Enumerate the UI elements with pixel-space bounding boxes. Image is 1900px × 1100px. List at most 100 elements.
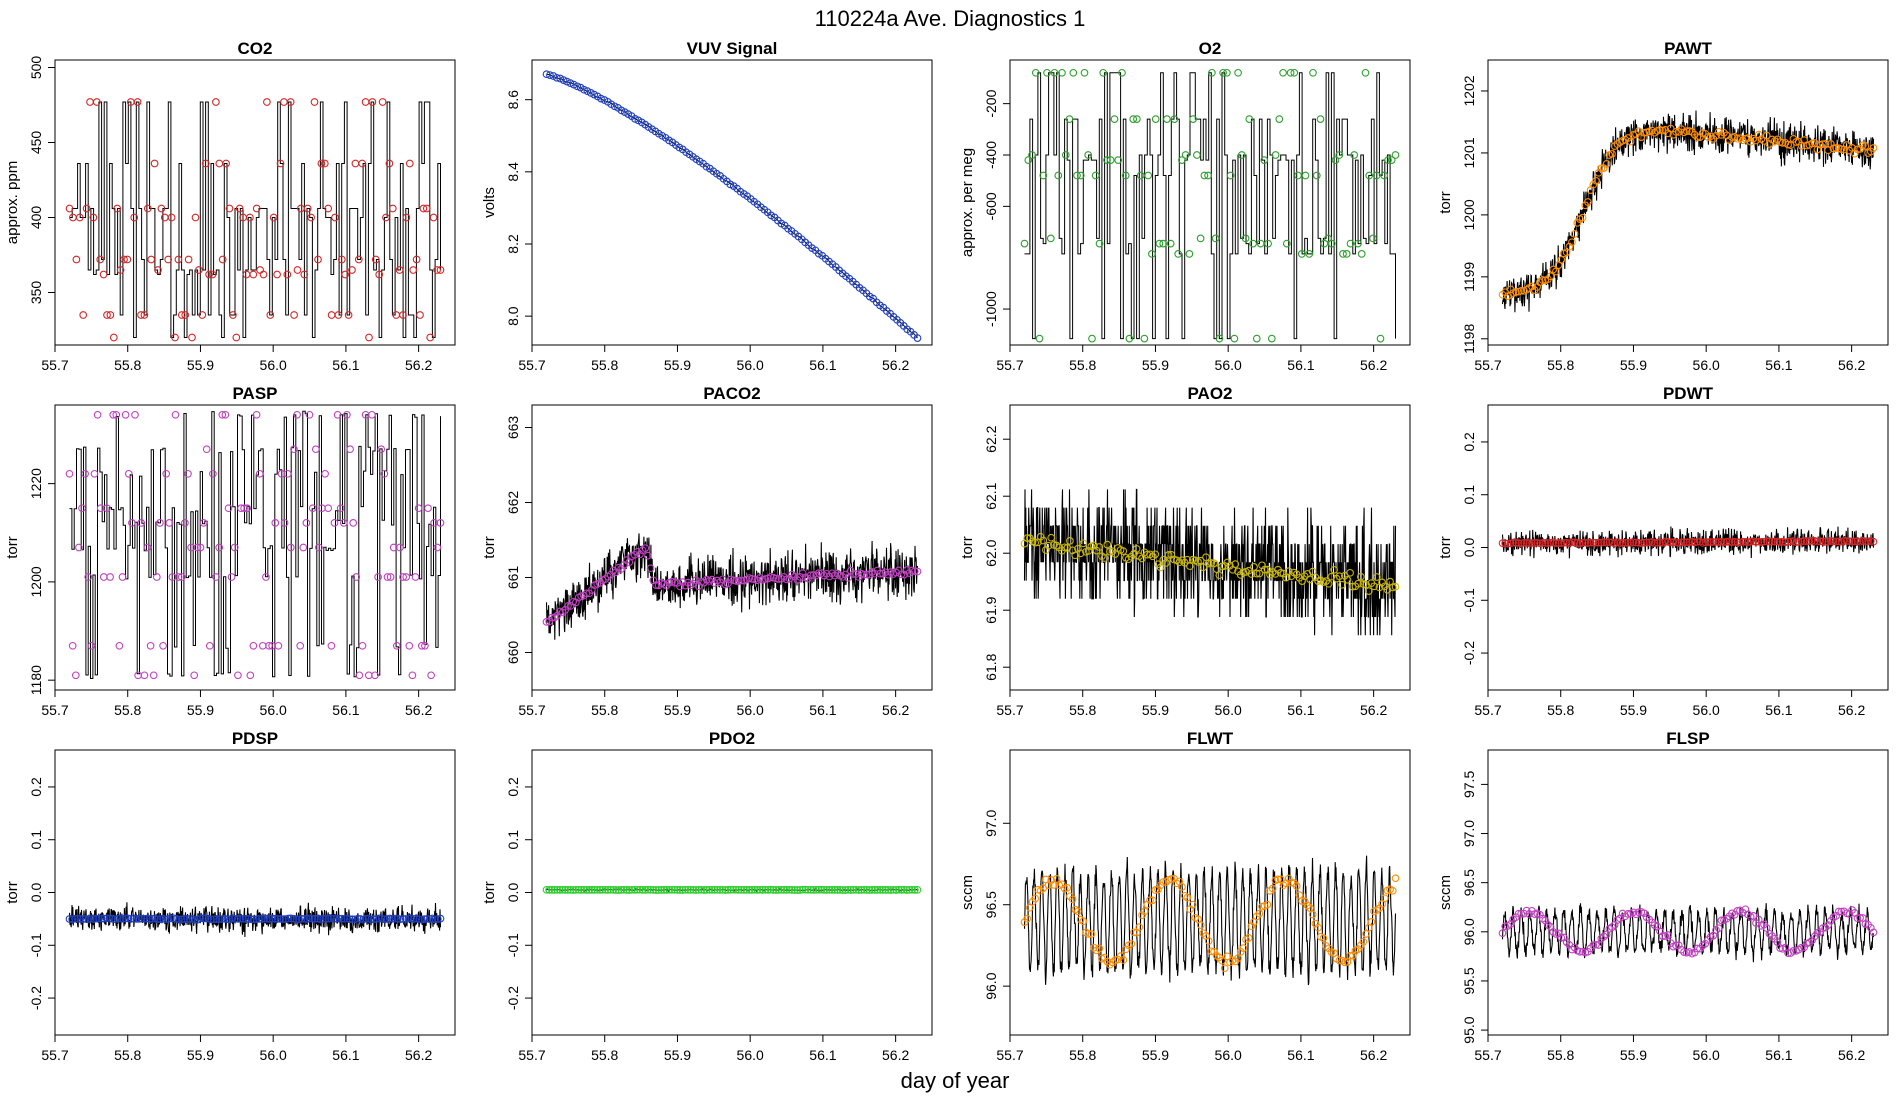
data-point <box>900 885 908 894</box>
y-tick-label: 450 <box>28 131 44 155</box>
data-point <box>231 915 239 923</box>
y-tick-label: 0.0 <box>28 883 44 903</box>
data-point <box>1207 947 1216 956</box>
x-tick-label: 56.2 <box>1360 357 1387 373</box>
data-point <box>408 671 417 680</box>
data-point <box>732 577 740 585</box>
data-point <box>798 885 807 894</box>
data-point <box>1861 142 1870 150</box>
x-tick-label: 56.1 <box>809 702 836 718</box>
data-point <box>812 885 820 894</box>
data-point <box>561 606 570 614</box>
data-point <box>215 915 223 923</box>
data-point <box>349 519 358 527</box>
data-point <box>1312 171 1321 180</box>
data-point <box>81 469 89 478</box>
data-point <box>1199 929 1208 938</box>
data-point <box>296 641 305 650</box>
series-line <box>69 101 441 338</box>
data-point <box>1074 907 1082 916</box>
data-point <box>308 504 317 513</box>
plot-frame <box>54 749 456 1036</box>
data-point <box>710 579 719 587</box>
data-point <box>1159 239 1168 248</box>
data-point <box>95 914 103 923</box>
data-point <box>857 886 866 894</box>
data-point <box>229 311 237 319</box>
data-point <box>159 641 167 650</box>
data-point <box>913 567 922 576</box>
x-tick-label: 55.7 <box>1474 1047 1501 1063</box>
data-point <box>828 569 836 578</box>
data-point <box>564 886 572 894</box>
x-tick-label: 55.8 <box>591 702 618 718</box>
data-point <box>336 504 345 513</box>
data-point <box>860 570 868 579</box>
data-point <box>1592 940 1600 949</box>
data-point <box>302 519 311 527</box>
data-point <box>582 589 591 598</box>
data-point <box>1391 874 1400 883</box>
data-point <box>606 885 615 894</box>
data-point <box>1119 547 1128 555</box>
panel-pdsp: PDSP torr 55.7 55.8 55.9 56.0 56.1 56.2 -0.2 -0.1… <box>4 729 456 1063</box>
y-tick-label: 8.0 <box>505 306 521 326</box>
data-point <box>120 255 128 264</box>
data-point <box>622 886 631 894</box>
data-point <box>1185 250 1194 258</box>
data-point <box>1146 896 1154 905</box>
data-point <box>552 73 561 82</box>
data-point <box>375 914 383 923</box>
data-point <box>113 914 122 923</box>
data-point <box>404 914 413 923</box>
data-point <box>710 886 719 894</box>
data-point <box>801 885 810 894</box>
data-point <box>790 886 799 894</box>
data-point <box>257 915 266 923</box>
panel-pawt: PAWT torr 55.7 55.8 55.9 56.0 56.1 56.2 1198 1199… <box>1437 39 1889 373</box>
panel-co2: CO2 approx. ppm 55.7 55.8 55.9 56.0 56.1 56.2 35… <box>4 39 456 373</box>
data-point <box>317 159 326 168</box>
data-point <box>1632 538 1640 547</box>
y-tick-label: 62.0 <box>983 539 999 566</box>
x-tick-label: 56.1 <box>809 1047 836 1063</box>
data-point <box>1634 908 1643 917</box>
data-point <box>614 886 623 894</box>
data-point <box>65 204 74 213</box>
data-point <box>1316 115 1325 123</box>
x-tick-label: 55.7 <box>996 357 1023 373</box>
data-point <box>894 566 903 575</box>
data-point <box>558 885 567 894</box>
data-point <box>1365 171 1374 180</box>
data-point <box>343 410 351 419</box>
data-point <box>409 266 418 274</box>
y-tick-label: -1000 <box>983 291 999 327</box>
data-point <box>314 255 322 264</box>
data-point <box>271 915 279 923</box>
y-tick-label: 1201 <box>1461 137 1477 168</box>
data-point <box>175 915 183 924</box>
data-point <box>892 886 900 894</box>
data-point <box>889 885 898 894</box>
data-point <box>1335 956 1344 965</box>
data-point <box>1370 582 1378 591</box>
data-point <box>414 504 423 513</box>
plot-frame <box>1487 59 1889 346</box>
data-point <box>910 886 919 894</box>
data-point <box>1129 115 1138 123</box>
panel-flsp: FLSP sccm 55.7 55.8 55.9 56.0 56.1 56.2 95.0 95.5… <box>1437 729 1889 1063</box>
data-point <box>205 641 214 650</box>
data-point <box>1850 149 1859 158</box>
data-point <box>601 575 610 583</box>
data-point <box>416 311 424 319</box>
data-point <box>1308 910 1317 919</box>
data-point <box>188 333 196 342</box>
data-point <box>1196 234 1205 243</box>
data-point <box>548 886 556 894</box>
data-point <box>181 519 189 527</box>
y-tick-label: 8.6 <box>505 90 521 110</box>
series-line <box>546 73 918 339</box>
data-point <box>1330 565 1338 574</box>
data-point <box>841 886 850 894</box>
data-point <box>167 213 176 222</box>
